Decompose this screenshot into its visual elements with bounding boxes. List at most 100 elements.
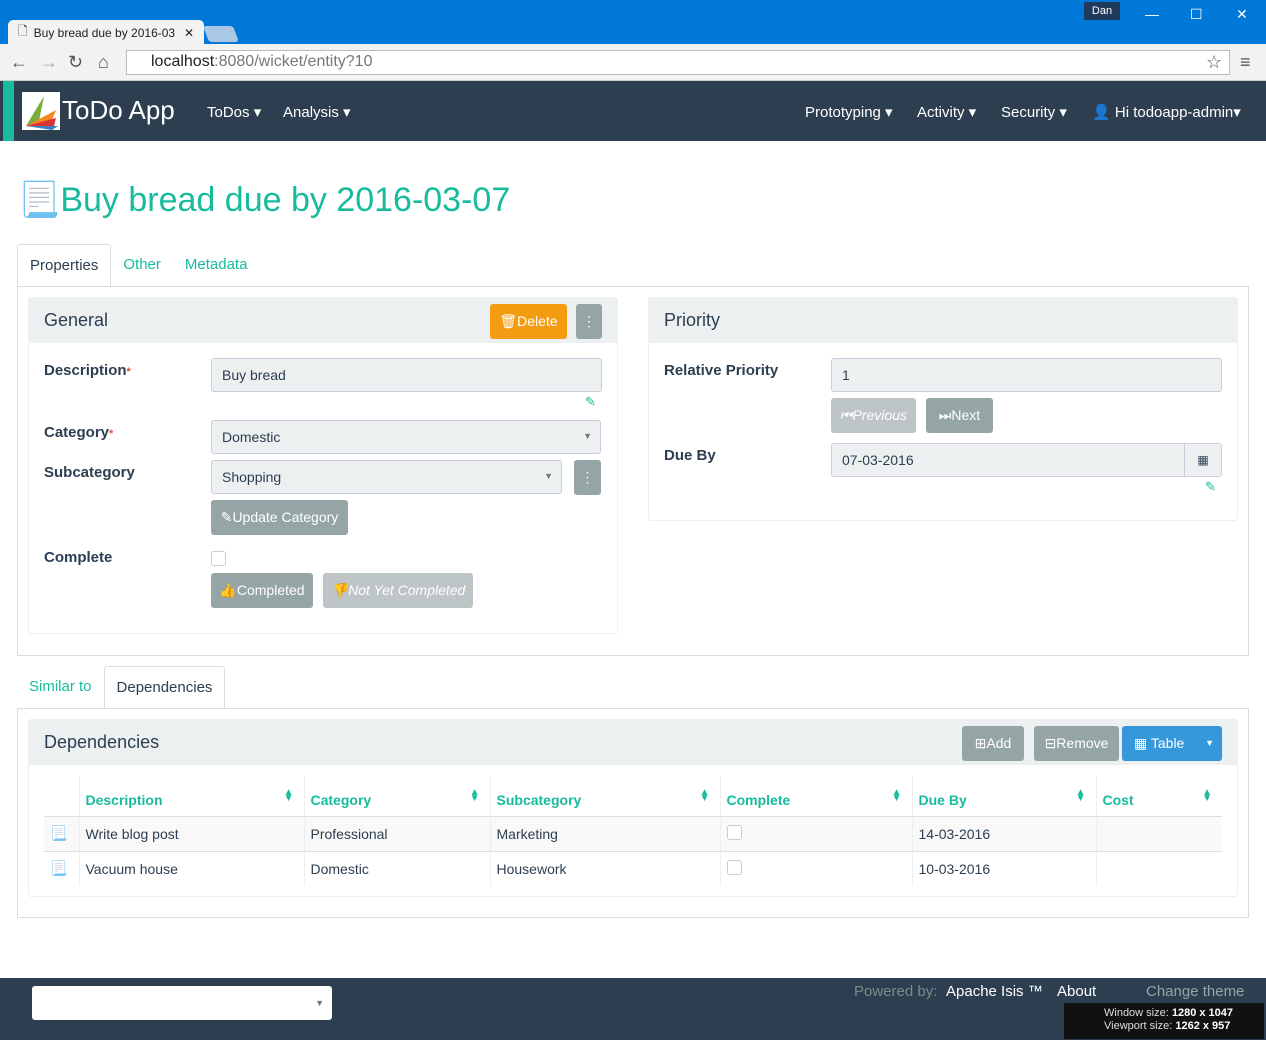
- previous-button[interactable]: ⏮Previous: [831, 398, 916, 433]
- sort-icon[interactable]: ▲ ▼: [1075, 787, 1086, 804]
- step-backward-icon: ⏮: [839, 407, 853, 423]
- maximize-icon[interactable]: ☐: [1190, 6, 1203, 22]
- complete-checkbox: [726, 859, 742, 875]
- browser-user[interactable]: Dan: [1084, 2, 1120, 20]
- menu-security[interactable]: Security ▾: [1001, 104, 1067, 121]
- column-header[interactable]: Cost ▲ ▼: [1095, 776, 1222, 816]
- subcategory-select[interactable]: Shopping ▼: [211, 460, 562, 494]
- table-row[interactable]: 📃 Vacuum house Domestic Housework 10-03-…: [44, 850, 1222, 886]
- relative-priority-field[interactable]: 1: [831, 358, 1222, 392]
- menu-activity[interactable]: Activity ▾: [917, 104, 977, 121]
- navbar: ToDo App ToDos ▾ Analysis ▾ Prototyping …: [0, 81, 1266, 141]
- about-link[interactable]: About: [1057, 983, 1097, 1000]
- due-by-field[interactable]: 07-03-2016 ▦: [831, 443, 1222, 477]
- edit-icon[interactable]: ✎: [585, 394, 596, 409]
- minimize-icon[interactable]: —: [1145, 6, 1159, 22]
- sort-icon[interactable]: ▲ ▼: [699, 787, 710, 804]
- next-button[interactable]: ⏭Next: [926, 398, 993, 433]
- thumbs-down-icon: 👎: [330, 582, 349, 598]
- todo-icon: 📃: [18, 181, 61, 219]
- app-logo[interactable]: [22, 92, 60, 130]
- close-window-icon[interactable]: ✕: [1236, 6, 1248, 22]
- todo-icon[interactable]: 📃: [44, 850, 79, 886]
- column-header[interactable]: Subcategory ▲ ▼: [489, 776, 720, 816]
- menu-analysis[interactable]: Analysis ▾: [283, 104, 351, 121]
- category-label: Category*: [44, 424, 114, 441]
- column-header[interactable]: Category ▲ ▼: [303, 776, 490, 816]
- not-yet-completed-button[interactable]: 👎Not Yet Completed: [323, 573, 473, 608]
- home-icon[interactable]: ⌂: [98, 52, 109, 72]
- address-bar[interactable]: localhost:8080/wicket/entity?10: [126, 50, 1230, 75]
- chevron-down-icon: ▼: [583, 431, 592, 441]
- cell-category: Professional: [303, 815, 490, 851]
- complete-checkbox[interactable]: [211, 551, 226, 566]
- edit-icon[interactable]: ✎: [1205, 479, 1216, 494]
- chevron-down-icon: ▼: [315, 998, 324, 1008]
- menu-icon[interactable]: ≡: [1240, 52, 1251, 72]
- todo-icon[interactable]: 📃: [44, 815, 79, 851]
- user-menu[interactable]: 👤 Hi todoapp-admin▾: [1092, 104, 1241, 121]
- change-theme-link[interactable]: Change theme: [1146, 983, 1245, 1000]
- edit-icon: ✎: [220, 509, 233, 525]
- column-header[interactable]: Complete ▲ ▼: [719, 776, 912, 816]
- more-actions-button[interactable]: ⋮: [576, 304, 602, 339]
- add-button[interactable]: ⊞Add: [962, 726, 1024, 761]
- cell-subcategory: Housework: [489, 850, 720, 886]
- plus-icon: ⊞: [974, 735, 987, 751]
- remove-button[interactable]: ⊟Remove: [1034, 726, 1119, 761]
- table-row[interactable]: 📃 Write blog post Professional Marketing…: [44, 815, 1222, 851]
- sort-icon[interactable]: ▲ ▼: [469, 787, 480, 804]
- browser-tab[interactable]: 🗋 Buy bread due by 2016-03 ✕: [8, 20, 204, 45]
- completed-button[interactable]: 👍Completed: [211, 573, 313, 608]
- column-header[interactable]: Due By ▲ ▼: [911, 776, 1096, 816]
- chevron-down-icon: ▼: [1205, 738, 1214, 748]
- chevron-down-icon: ▼: [544, 471, 553, 481]
- brand[interactable]: ToDo App: [62, 95, 175, 125]
- panel-title: General: [44, 310, 109, 330]
- tab-title: Buy bread due by 2016-03: [33, 25, 176, 40]
- object-tabs: Properties Other Metadata: [17, 244, 259, 287]
- sort-icon[interactable]: ▲ ▼: [891, 787, 902, 804]
- tab-dependencies[interactable]: Dependencies: [103, 666, 226, 709]
- properties-tab-content: [17, 286, 1249, 656]
- due-by-label: Due By: [664, 447, 716, 464]
- reload-icon[interactable]: ↻: [68, 52, 84, 72]
- bookmark-star-icon[interactable]: ☆: [1206, 52, 1223, 72]
- calendar-icon[interactable]: ▦: [1184, 444, 1221, 476]
- theme-select[interactable]: ▼: [32, 986, 332, 1020]
- table-view-button[interactable]: ▦ Table ▼: [1122, 726, 1222, 761]
- tab-other[interactable]: Other: [123, 256, 161, 273]
- close-tab-icon[interactable]: ✕: [183, 25, 194, 40]
- page-title: 📃Buy bread due by 2016-03-07: [18, 181, 511, 219]
- collection-tabs: Similar to Dependencies: [17, 666, 226, 709]
- forward-icon[interactable]: →: [40, 52, 58, 72]
- footer: ▼ Powered by: Apache Isis ™ About Change…: [0, 978, 1266, 1040]
- page-icon: 🗋: [18, 24, 28, 38]
- tab-similar-to[interactable]: Similar to: [29, 678, 92, 695]
- priority-panel: Priority Relative Priority 1 ⏮Previous ⏭…: [648, 297, 1238, 521]
- new-tab-button[interactable]: [203, 26, 239, 42]
- cell-subcategory: Marketing: [489, 815, 720, 851]
- complete-checkbox: [726, 824, 742, 840]
- description-field[interactable]: Buy bread: [211, 358, 602, 392]
- column-header[interactable]: Description ▲ ▼: [78, 776, 304, 816]
- thumbs-up-icon: 👍: [219, 582, 237, 598]
- cell-cost: [1095, 815, 1222, 851]
- accent-bar: [3, 81, 14, 141]
- tab-metadata[interactable]: Metadata: [184, 256, 248, 273]
- tab-properties[interactable]: Properties: [17, 244, 112, 287]
- update-category-button[interactable]: ✎Update Category: [211, 500, 348, 535]
- cell-description[interactable]: Write blog post: [78, 815, 304, 851]
- delete-button[interactable]: 🗑Delete: [490, 304, 567, 339]
- sort-icon[interactable]: ▲ ▼: [283, 787, 294, 804]
- subcategory-actions-button[interactable]: ⋮: [574, 460, 601, 495]
- apache-isis-link[interactable]: Apache Isis ™: [946, 983, 1043, 1000]
- dependencies-panel: Dependencies ⊞Add ⊟Remove ▦ Table ▼ Descr…: [28, 719, 1238, 897]
- sort-icon[interactable]: ▲ ▼: [1202, 787, 1212, 804]
- menu-todos[interactable]: ToDos ▾: [207, 104, 262, 121]
- cell-description[interactable]: Vacuum house: [78, 850, 304, 886]
- category-select[interactable]: Domestic ▼: [211, 420, 601, 454]
- back-icon[interactable]: ←: [10, 52, 28, 72]
- menu-prototyping[interactable]: Prototyping ▾: [805, 104, 893, 121]
- user-icon: 👤: [1092, 104, 1111, 121]
